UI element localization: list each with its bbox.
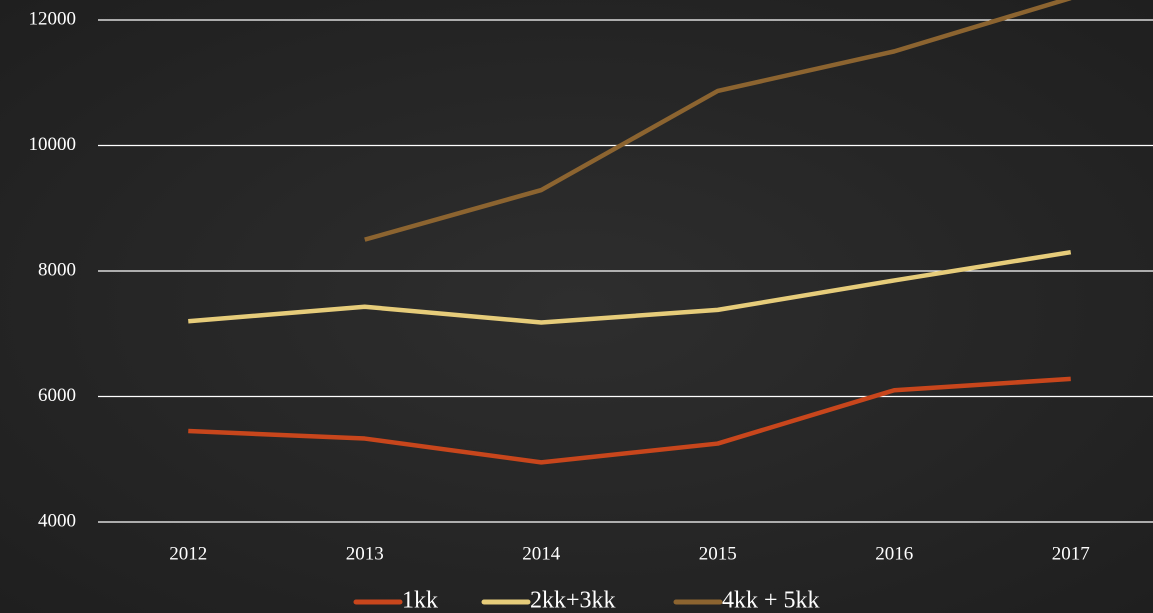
y-tick-label: 6000: [38, 385, 76, 406]
x-tick-label: 2014: [522, 543, 561, 564]
x-tick-label: 2013: [346, 543, 384, 564]
x-tick-label: 2015: [699, 543, 737, 564]
legend-label: 1kk: [402, 588, 438, 613]
legend-label: 4kk + 5kk: [722, 588, 820, 613]
y-tick-label: 4000: [38, 510, 76, 531]
y-tick-label: 10000: [29, 134, 77, 155]
x-tick-label: 2017: [1052, 543, 1090, 564]
x-tick-label: 2016: [875, 543, 913, 564]
legend-label: 2kk+3kk: [530, 588, 616, 613]
series-line: [188, 249, 1072, 325]
x-tick-label: 2012: [169, 543, 207, 564]
y-tick-label: 12000: [29, 8, 77, 29]
series-line: [364, 0, 1072, 242]
y-tick-label: 8000: [38, 259, 76, 280]
series-line: [188, 376, 1071, 465]
